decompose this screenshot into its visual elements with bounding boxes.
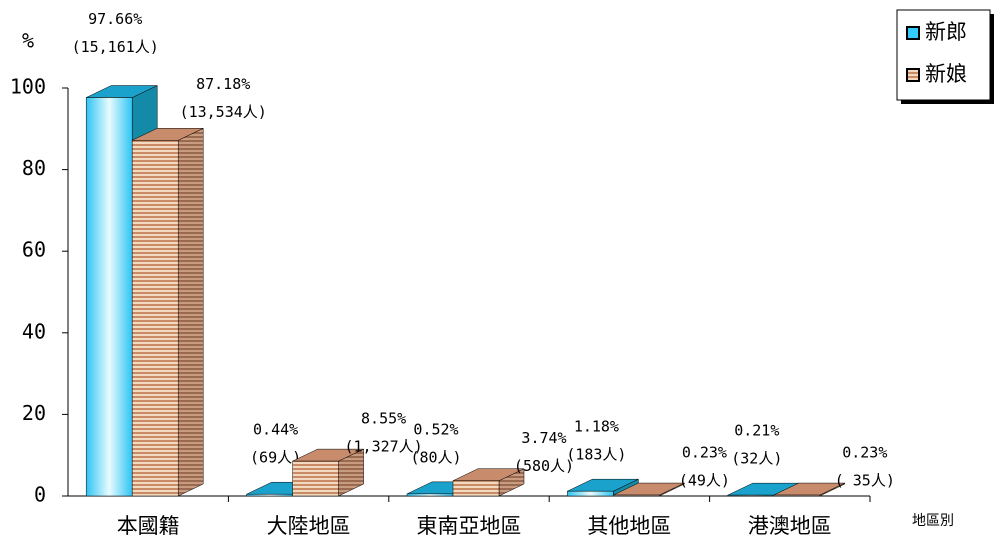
bar (773, 482, 846, 497)
bar-front (452, 480, 500, 497)
value-label: 87.18% (196, 75, 250, 93)
bar-front (246, 493, 293, 497)
legend-label: 新娘 (925, 62, 967, 86)
y-tick-label: 40 (22, 319, 46, 343)
x-tick-label: 大陸地區 (267, 514, 351, 538)
value-label: 0.23% (842, 444, 887, 462)
count-label: (49人) (679, 472, 730, 490)
y-tick-label: 80 (22, 156, 46, 180)
x-axis-label: 地區別 (912, 513, 954, 529)
count-label: (80人) (410, 448, 461, 466)
value-label: 8.55% (361, 410, 406, 428)
bar-front (292, 460, 339, 497)
bar-front (773, 494, 821, 497)
y-tick-label: 20 (22, 401, 46, 425)
bar-front (727, 494, 775, 497)
value-label: 0.52% (413, 420, 458, 438)
y-tick-label: 100 (10, 75, 46, 99)
bar-front (131, 140, 179, 497)
x-tick-label: 港澳地區 (748, 514, 832, 538)
legend-label: 新郎 (925, 20, 967, 44)
legend-swatch (906, 26, 920, 40)
value-label: 97.66% (88, 10, 142, 28)
bar-side (177, 127, 204, 497)
value-label: 1.18% (574, 418, 619, 436)
bar (613, 482, 685, 497)
y-axis-label: % (22, 29, 34, 53)
bar-front (613, 494, 660, 497)
x-tick-label: 其他地區 (587, 514, 671, 538)
count-label: (1,327人) (344, 438, 422, 456)
legend-swatch (906, 68, 920, 82)
y-tick-label: 0 (34, 483, 46, 507)
value-label: 3.74% (521, 429, 566, 447)
x-tick-label: 本國籍 (117, 514, 180, 538)
count-label: (580人) (514, 457, 574, 475)
value-label: 0.21% (734, 422, 779, 440)
bar-front (85, 97, 133, 497)
count-label: (183人) (566, 446, 626, 464)
y-tick-label: 60 (22, 238, 46, 262)
count-label: (69人) (250, 449, 301, 467)
bar-front (406, 493, 454, 497)
value-label: 0.23% (682, 444, 727, 462)
count-label: (32人) (731, 450, 782, 468)
bar (292, 448, 364, 497)
bar-front (567, 490, 614, 497)
bar (452, 468, 525, 497)
value-label: 0.44% (253, 421, 298, 439)
x-tick-label: 東南亞地區 (417, 514, 522, 538)
bar (131, 127, 204, 497)
count-label: (15,161人) (72, 38, 159, 56)
count-label: (13,534人) (180, 103, 267, 121)
count-label: ( 35人) (835, 472, 895, 490)
